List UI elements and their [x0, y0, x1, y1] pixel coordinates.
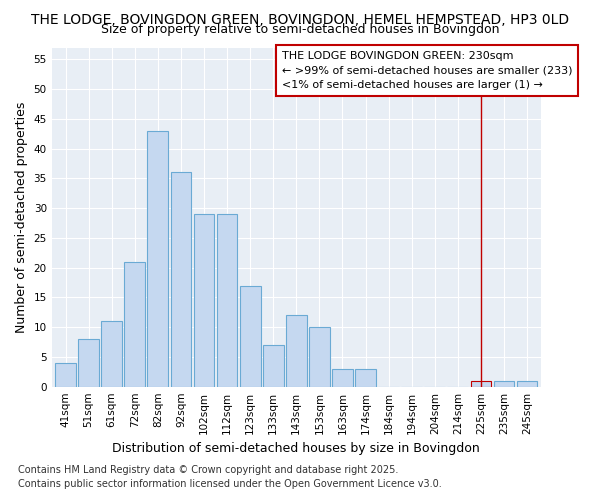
Bar — [148, 131, 168, 386]
Bar — [309, 327, 330, 386]
Text: THE LODGE, BOVINGDON GREEN, BOVINGDON, HEMEL HEMPSTEAD, HP3 0LD: THE LODGE, BOVINGDON GREEN, BOVINGDON, H… — [31, 12, 569, 26]
X-axis label: Distribution of semi-detached houses by size in Bovingdon: Distribution of semi-detached houses by … — [112, 442, 480, 455]
Bar — [332, 369, 353, 386]
Bar — [286, 316, 307, 386]
Bar — [170, 172, 191, 386]
Text: Size of property relative to semi-detached houses in Bovingdon: Size of property relative to semi-detach… — [101, 22, 499, 36]
Bar — [355, 369, 376, 386]
Bar — [494, 380, 514, 386]
Bar — [55, 363, 76, 386]
Bar — [517, 380, 538, 386]
Bar — [217, 214, 238, 386]
Bar — [78, 339, 99, 386]
Bar — [194, 214, 214, 386]
Bar — [124, 262, 145, 386]
Bar — [263, 345, 284, 387]
Bar — [101, 321, 122, 386]
Y-axis label: Number of semi-detached properties: Number of semi-detached properties — [15, 102, 28, 333]
Bar — [470, 380, 491, 386]
Text: Contains HM Land Registry data © Crown copyright and database right 2025.
Contai: Contains HM Land Registry data © Crown c… — [18, 465, 442, 489]
Bar — [240, 286, 260, 386]
Text: THE LODGE BOVINGDON GREEN: 230sqm
← >99% of semi-detached houses are smaller (23: THE LODGE BOVINGDON GREEN: 230sqm ← >99%… — [281, 51, 572, 90]
